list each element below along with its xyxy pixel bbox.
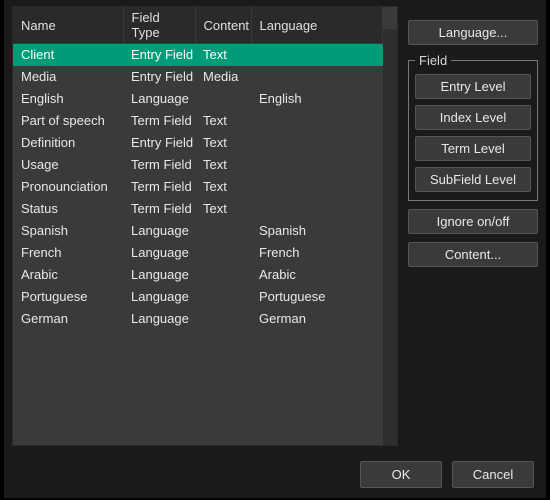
content-button[interactable]: Content... [408,242,538,267]
cell-language: Portuguese [251,286,383,308]
cell-field-type: Term Field [123,176,195,198]
table-row[interactable]: MediaEntry FieldMedia [13,66,383,88]
table-row[interactable]: UsageTerm FieldText [13,154,383,176]
cell-content [195,264,251,286]
cell-language [251,132,383,154]
cell-name: Status [13,198,123,220]
cell-name: German [13,308,123,330]
entry-level-button[interactable]: Entry Level [415,74,531,99]
col-language[interactable]: Language [251,7,383,44]
cell-name: French [13,242,123,264]
table-body: ClientEntry FieldTextMediaEntry FieldMed… [13,44,383,330]
cell-content: Text [195,110,251,132]
cell-language [251,154,383,176]
table-row[interactable]: SpanishLanguageSpanish [13,220,383,242]
cell-name: Pronounciation [13,176,123,198]
table-row[interactable]: FrenchLanguageFrench [13,242,383,264]
cell-field-type: Term Field [123,154,195,176]
cell-name: Part of speech [13,110,123,132]
cell-content [195,88,251,110]
field-level-group: Field Entry Level Index Level Term Level… [408,53,538,201]
table-row[interactable]: DefinitionEntry FieldText [13,132,383,154]
cell-content: Media [195,66,251,88]
cell-name: Media [13,66,123,88]
cell-name: English [13,88,123,110]
fields-table: Name Field Type Content Language ClientE… [13,7,383,330]
cell-content: Text [195,132,251,154]
cell-field-type: Term Field [123,110,195,132]
cell-name: Spanish [13,220,123,242]
cell-name: Usage [13,154,123,176]
vertical-scrollbar[interactable] [383,29,397,445]
cell-field-type: Language [123,220,195,242]
cell-field-type: Language [123,242,195,264]
cell-field-type: Entry Field [123,132,195,154]
cell-content [195,308,251,330]
cell-name: Arabic [13,264,123,286]
table-row[interactable]: EnglishLanguageEnglish [13,88,383,110]
cell-language [251,110,383,132]
cell-content [195,286,251,308]
cell-content [195,220,251,242]
cell-field-type: Language [123,286,195,308]
cell-content: Text [195,154,251,176]
table-header-row: Name Field Type Content Language [13,7,383,44]
table-row[interactable]: ArabicLanguageArabic [13,264,383,286]
language-button[interactable]: Language... [408,20,538,45]
dialog-window: Name Field Type Content Language ClientE… [0,0,550,500]
cell-language [251,66,383,88]
cell-language [251,176,383,198]
cell-field-type: Language [123,308,195,330]
content-area: Name Field Type Content Language ClientE… [12,6,538,446]
table-row[interactable]: StatusTerm FieldText [13,198,383,220]
cell-content: Text [195,44,251,66]
table-row[interactable]: PronounciationTerm FieldText [13,176,383,198]
cell-field-type: Term Field [123,198,195,220]
dialog-button-row: OK Cancel [360,461,534,488]
cell-language: English [251,88,383,110]
col-name[interactable]: Name [13,7,123,44]
fields-table-container: Name Field Type Content Language ClientE… [12,6,398,446]
cell-content: Text [195,176,251,198]
cell-field-type: Language [123,264,195,286]
cancel-button[interactable]: Cancel [452,461,534,488]
table-row[interactable]: GermanLanguageGerman [13,308,383,330]
col-content[interactable]: Content [195,7,251,44]
cell-language: French [251,242,383,264]
ignore-toggle-button[interactable]: Ignore on/off [408,209,538,234]
index-level-button[interactable]: Index Level [415,105,531,130]
field-level-legend: Field [415,53,451,68]
cell-language: Arabic [251,264,383,286]
side-panel: Language... Field Entry Level Index Leve… [408,6,538,446]
cell-name: Definition [13,132,123,154]
cell-field-type: Entry Field [123,66,195,88]
subfield-level-button[interactable]: SubField Level [415,167,531,192]
cell-field-type: Entry Field [123,44,195,66]
cell-name: Client [13,44,123,66]
cell-language [251,198,383,220]
cell-name: Portuguese [13,286,123,308]
ok-button[interactable]: OK [360,461,442,488]
cell-language: Spanish [251,220,383,242]
table-row[interactable]: PortugueseLanguagePortuguese [13,286,383,308]
table-row[interactable]: Part of speechTerm FieldText [13,110,383,132]
cell-language: German [251,308,383,330]
term-level-button[interactable]: Term Level [415,136,531,161]
cell-field-type: Language [123,88,195,110]
cell-content: Text [195,198,251,220]
table-row[interactable]: ClientEntry FieldText [13,44,383,66]
col-fieldtype[interactable]: Field Type [123,7,195,44]
cell-language [251,44,383,66]
cell-content [195,242,251,264]
